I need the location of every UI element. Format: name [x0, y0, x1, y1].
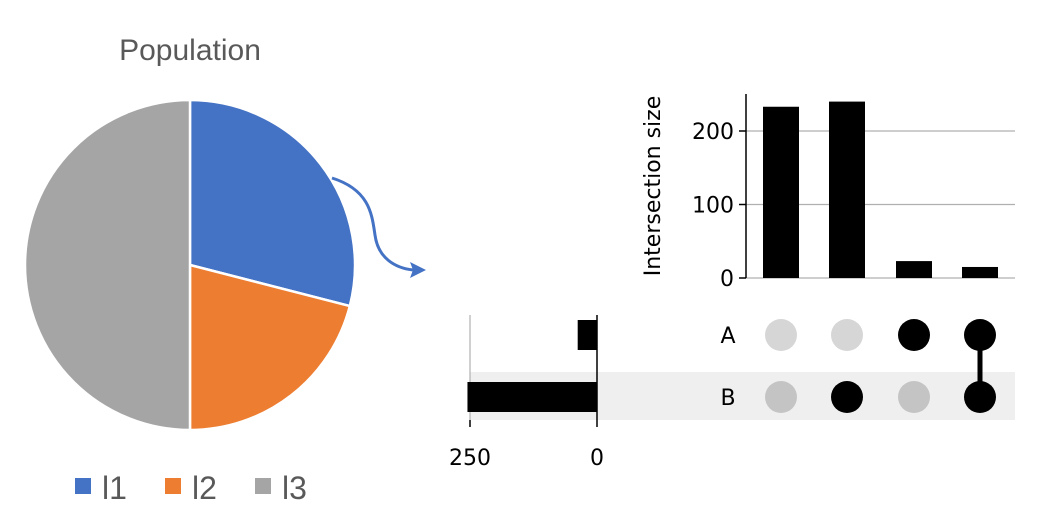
- matrix-dot-1-A: [765, 319, 797, 351]
- matrix-dot-3-B: [898, 381, 930, 413]
- intersection-matrix: AB: [720, 319, 996, 413]
- pie-legend: l1 l2 l3: [75, 470, 307, 506]
- matrix-dot-4-A: [964, 319, 996, 351]
- x-tick-label-250: 250: [449, 446, 491, 471]
- legend-swatch-l3: [255, 478, 271, 494]
- y-axis-label: Intersection size: [641, 96, 666, 277]
- set-size-bar-A: [577, 320, 597, 350]
- legend-label-l1: l1: [102, 470, 127, 506]
- intersection-bar-chart: 0 100 200: [692, 94, 1015, 292]
- matrix-dot-2-A: [831, 319, 863, 351]
- legend-swatch-l1: [75, 478, 91, 494]
- set-label-A: A: [720, 324, 735, 349]
- pointer-arrow-head: [410, 262, 426, 278]
- matrix-dot-4-B: [964, 381, 996, 413]
- set-label-B: B: [720, 386, 735, 411]
- intersection-bar-2: [829, 101, 865, 278]
- legend-label-l2: l2: [192, 470, 217, 506]
- pie-slice-l2: [188, 263, 352, 432]
- pie-chart: [23, 98, 357, 432]
- matrix-dot-2-B: [831, 381, 863, 413]
- legend-swatch-l2: [165, 478, 181, 494]
- y-tick-label-100: 100: [692, 194, 734, 219]
- pie-title: Population: [119, 34, 261, 67]
- y-tick-label-200: 200: [692, 120, 734, 145]
- matrix-dot-3-A: [898, 319, 930, 351]
- x-tick-label-0: 0: [590, 446, 604, 471]
- pie-slice-l1: [188, 98, 357, 308]
- intersection-bar-1: [763, 106, 799, 279]
- pointer-arrow: [331, 176, 414, 272]
- matrix-dot-1-B: [765, 381, 797, 413]
- intersection-bar-3: [896, 261, 932, 278]
- intersection-bar-4: [962, 266, 998, 278]
- y-tick-label-0: 0: [720, 267, 734, 292]
- set-size-bar-B: [467, 382, 597, 412]
- legend-label-l3: l3: [282, 470, 307, 506]
- pie-slice-l3: [23, 98, 192, 432]
